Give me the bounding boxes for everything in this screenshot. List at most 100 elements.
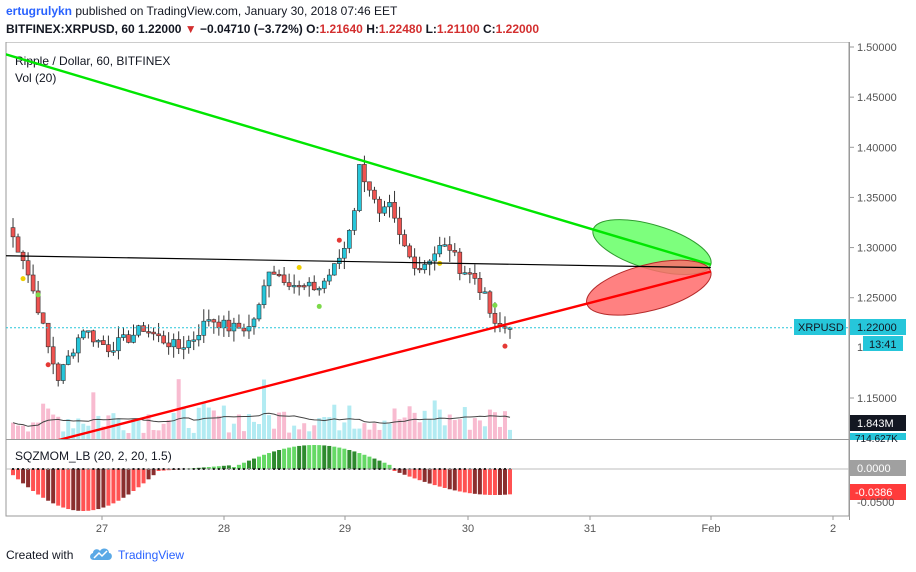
- candle-up: [266, 271, 272, 287]
- squeeze-dot: [338, 468, 341, 470]
- volume-bar: [91, 392, 96, 439]
- squeeze-dot: [283, 468, 286, 470]
- candle-down: [15, 236, 21, 253]
- volume-tag: [850, 415, 906, 431]
- momentum-bar: [131, 469, 136, 491]
- time-tick-label: 2: [830, 523, 836, 535]
- momentum-bar: [402, 469, 407, 475]
- volume-bar: [216, 415, 221, 439]
- momentum-bar: [307, 445, 312, 469]
- squeeze-dot: [57, 468, 60, 470]
- squeeze-dot: [403, 468, 406, 470]
- squeeze-dot: [298, 468, 301, 470]
- volume-bar: [46, 408, 51, 439]
- momentum-bar: [292, 446, 297, 469]
- momentum-bar: [508, 469, 512, 495]
- volume-bar: [151, 430, 156, 439]
- candle-up: [191, 339, 197, 342]
- signal-dot: [45, 362, 51, 368]
- squeeze-dot: [32, 468, 35, 470]
- momentum-bar: [277, 449, 282, 469]
- volume-bar: [502, 411, 507, 439]
- author-link[interactable]: ertugrulykn: [6, 4, 73, 18]
- candle-down: [25, 260, 31, 276]
- candle-up: [251, 318, 257, 327]
- volume-bar: [267, 415, 272, 439]
- volume-bar: [387, 423, 392, 439]
- squeeze-dot: [303, 468, 306, 470]
- candle-down: [55, 363, 61, 381]
- squeeze-dot: [17, 468, 20, 470]
- indicator-zero-tag: [850, 460, 906, 476]
- momentum-bar: [246, 460, 251, 469]
- squeeze-dot: [147, 468, 150, 470]
- candle-down: [141, 325, 146, 332]
- squeeze-dot: [222, 468, 225, 470]
- squeeze-dot: [268, 468, 271, 470]
- candle-up: [326, 274, 332, 282]
- squeeze-dot: [458, 468, 461, 470]
- candle-down: [286, 282, 292, 287]
- candle-down: [10, 227, 16, 238]
- candle-down: [91, 330, 96, 343]
- squeeze-dot: [157, 468, 160, 470]
- volume-bar: [251, 421, 256, 439]
- volume-bar: [302, 423, 307, 439]
- volume-bar: [392, 408, 397, 439]
- momentum-bar: [382, 462, 387, 469]
- momentum-bar: [417, 469, 422, 481]
- squeeze-dot: [137, 468, 140, 470]
- momentum-bar: [337, 447, 342, 469]
- candle-down: [151, 331, 156, 335]
- squeeze-dot: [348, 468, 351, 470]
- momentum-bar: [61, 469, 66, 508]
- volume-bar: [407, 406, 412, 439]
- volume-bar: [372, 423, 377, 439]
- candle-down: [296, 285, 302, 288]
- momentum-bar: [502, 469, 507, 495]
- volume-bar: [312, 425, 317, 439]
- candle-down: [492, 312, 498, 324]
- volume-bar: [16, 425, 21, 439]
- price-tick-label: 1.45000: [857, 92, 897, 104]
- candle-down: [472, 272, 478, 279]
- price-axis[interactable]: 1.50000 1.45000 1.40000 1.35000 1.30000 1.250…: [849, 42, 897, 405]
- volume-bar: [116, 418, 121, 439]
- symbol-line[interactable]: BITFINEX:XRPUSD, 60: [6, 22, 135, 36]
- candle-up: [291, 285, 297, 288]
- volume-bar: [437, 409, 442, 439]
- squeeze-dot: [92, 468, 95, 470]
- squeeze-dot: [62, 468, 65, 470]
- published-text: published on TradingView.com, January 30…: [75, 4, 398, 18]
- squeeze-dot: [398, 468, 401, 470]
- volume-bar: [447, 414, 452, 439]
- close-label: C:: [482, 22, 496, 36]
- candle-up: [256, 304, 262, 320]
- candle-up: [196, 335, 202, 341]
- high-value: 1.22480: [378, 22, 423, 36]
- squeeze-dot: [152, 468, 155, 470]
- squeeze-dot: [187, 468, 190, 470]
- price-chart[interactable]: Ripple / Dollar, 60, BITFINEX Vol (20) 1…: [0, 42, 916, 540]
- momentum-bar: [362, 454, 367, 469]
- volume-bar: [26, 431, 31, 439]
- volume-bar: [508, 429, 512, 439]
- volume-bar: [126, 432, 131, 439]
- open-label: O:: [306, 22, 320, 36]
- tradingview-brand-link[interactable]: TradingView: [118, 548, 185, 562]
- squeeze-dot: [82, 468, 85, 470]
- volume-bar: [166, 420, 171, 439]
- momentum-bar: [96, 469, 101, 510]
- momentum-bar: [26, 469, 31, 488]
- candle-down: [176, 339, 181, 349]
- volume-bar: [76, 418, 81, 439]
- time-axis[interactable]: 27 28 29 30 31 Feb 2: [96, 516, 836, 535]
- squeeze-dot: [192, 468, 195, 470]
- candle-down: [367, 181, 372, 191]
- momentum-bar: [121, 469, 126, 498]
- price-tick-partial: 1.: [857, 342, 866, 354]
- squeeze-dot: [122, 468, 125, 470]
- low-value: 1.21100: [436, 22, 480, 36]
- momentum-bar: [457, 469, 462, 492]
- volume-bar: [262, 379, 267, 439]
